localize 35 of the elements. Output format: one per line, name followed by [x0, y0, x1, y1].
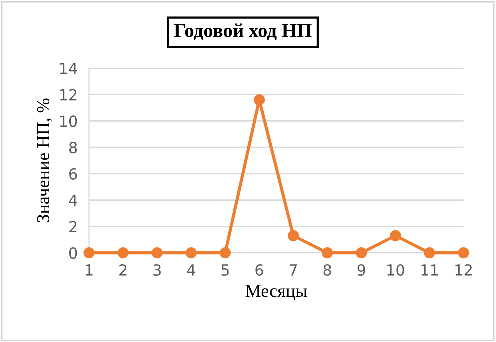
y-tick-label: 4 — [69, 194, 78, 206]
x-tick-label: 3 — [154, 264, 162, 276]
x-tick-label: 6 — [256, 264, 264, 276]
point — [118, 248, 129, 259]
point — [424, 248, 436, 259]
chart-title: Годовой ход НП — [174, 24, 312, 41]
point — [356, 248, 368, 259]
x-tick-label: 12 — [456, 264, 472, 276]
point — [390, 230, 402, 242]
x-tick-label: 10 — [388, 264, 404, 276]
point — [458, 248, 470, 259]
point — [152, 248, 163, 259]
x-tick-label: 2 — [120, 264, 127, 276]
x-tick-label: 7 — [290, 264, 298, 276]
y-tick-label: 6 — [70, 168, 78, 180]
y-tick-label: 2 — [70, 221, 77, 232]
point — [186, 248, 197, 259]
x-tick-label: 11 — [422, 264, 438, 276]
y-tick-label: 0 — [69, 248, 78, 260]
x-tick-label: 9 — [358, 264, 366, 276]
point — [84, 248, 95, 259]
point — [322, 248, 334, 259]
y-axis-title: Значение НП, % — [37, 98, 52, 222]
x-axis-title: Месяцы — [246, 285, 308, 301]
y-tick-label: 12 — [60, 89, 77, 101]
y-tick-label: 10 — [60, 116, 78, 128]
y-tick-label: 8 — [69, 142, 78, 154]
x-tick-label: 5 — [222, 264, 229, 276]
point — [288, 230, 300, 242]
x-tick-label: 4 — [187, 264, 196, 276]
x-tick-label: 8 — [324, 264, 332, 276]
point — [220, 248, 232, 259]
x-tick-label: 1 — [86, 264, 93, 276]
point — [254, 94, 266, 106]
y-tick-label: 14 — [60, 63, 78, 74]
